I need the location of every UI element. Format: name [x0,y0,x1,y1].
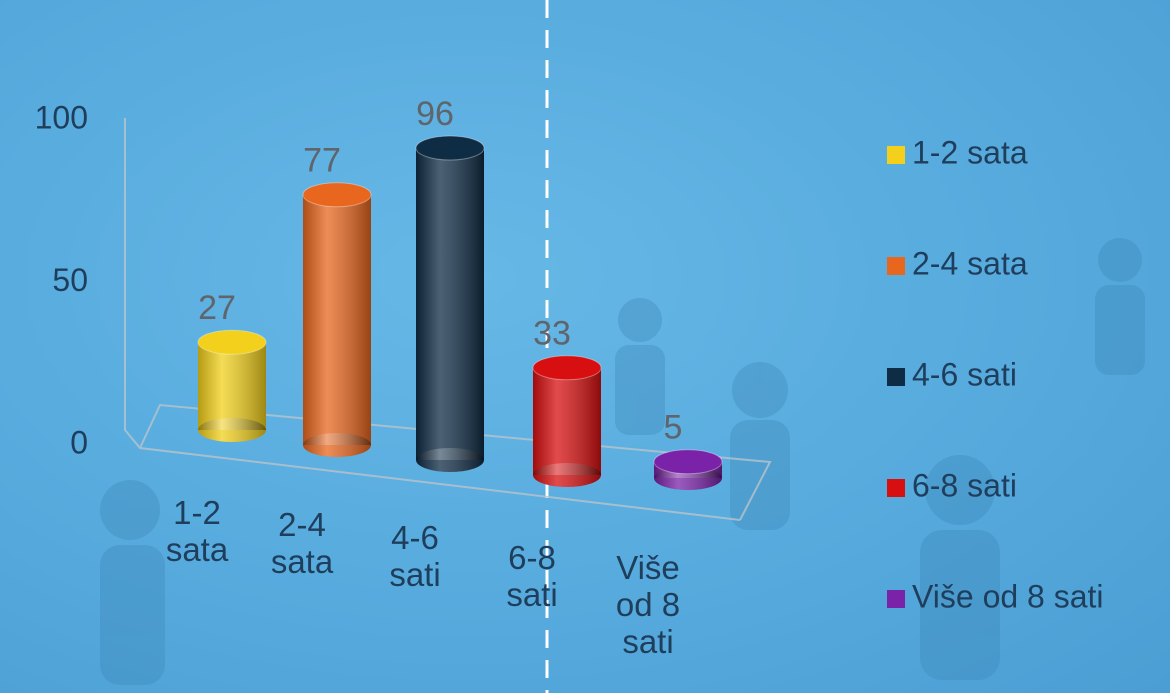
x-tick-label: Više od 8 sati [603,550,693,661]
value-label: 5 [664,409,683,447]
bar-shade [303,195,371,445]
bar-top [198,330,266,354]
x-tick-label: 2-4 sata [262,507,342,581]
legend-label: Više od 8 sati [912,578,1104,614]
legend-swatch [887,146,905,164]
legend-swatch [887,590,905,608]
bar [198,330,266,442]
y-tick-label: 50 [52,262,88,298]
y-tick-label: 0 [70,424,88,460]
value-label: 33 [533,315,571,353]
legend-swatch [887,479,905,497]
x-tick-label: 4-6 sati [375,520,455,594]
bar-top [654,450,722,474]
bar-shade [533,368,601,475]
bar-shade [416,148,484,460]
bar-bottom-shade [303,433,371,457]
legend-swatch [887,257,905,275]
bar-top [533,356,601,380]
bar-top [303,183,371,207]
x-tick-label: 1-2 sata [157,495,237,569]
bar-bottom-shade [533,463,601,487]
bar [533,356,601,487]
bar-bottom-shade [198,418,266,442]
bar-bottom-shade [416,448,484,472]
bar-shade [198,342,266,430]
legend-swatch [887,368,905,386]
bar [416,136,484,472]
chart: 0 50 100 27 1-2 sata 77 2-4 sata 96 4-6 sati 33 6-… [0,0,1170,693]
bar [654,450,722,490]
chart-canvas: 0 50 100 27 1-2 sata 77 2-4 sata 96 4-6 sati 33 6-… [0,0,1170,693]
legend-label: 6-8 sati [912,467,1017,503]
legend-label: 1-2 sata [912,134,1028,170]
legend-label: 4-6 sati [912,356,1017,392]
x-tick-label: 6-8 sati [492,540,572,614]
value-label: 27 [198,289,236,327]
value-label: 77 [303,142,341,180]
y-tick-label: 100 [35,99,88,135]
legend-label: 2-4 sata [912,245,1028,281]
value-label: 96 [416,95,454,133]
bar-top [416,136,484,160]
bar [303,183,371,457]
